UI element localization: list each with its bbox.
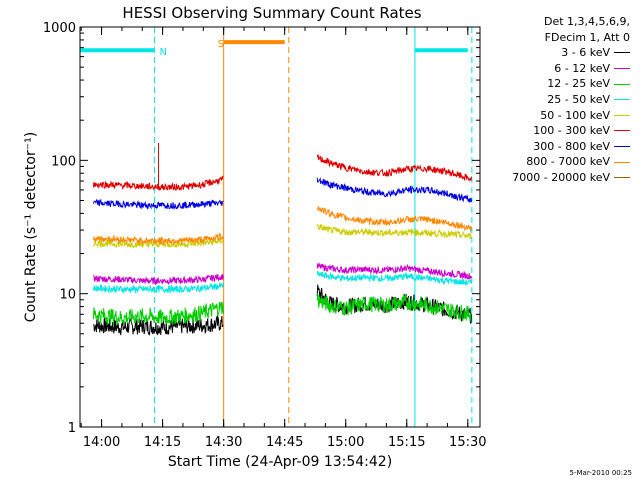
legend-item-label: 6 - 12 keV (554, 61, 610, 75)
y-tick-label-1: 10 (59, 288, 76, 303)
chart-title: HESSI Observing Summary Count Rates (122, 4, 421, 22)
legend-swatch (614, 130, 630, 132)
legend-swatch (614, 146, 630, 148)
series-line-3-0 (92, 282, 224, 295)
legend-item: 7000 - 20000 keV (512, 170, 630, 186)
legend-item-label: 7000 - 20000 keV (512, 170, 610, 184)
legend-item: 50 - 100 keV (512, 108, 630, 124)
footer-timestamp: 5-Mar-2010 00:25 (569, 469, 632, 477)
y-tick-label-0: 1 (68, 421, 76, 436)
x-tick-label-5: 15:15 (388, 435, 425, 450)
legend-swatch (614, 161, 630, 163)
legend-swatch (614, 99, 630, 101)
series-line-7-1 (316, 206, 472, 233)
plot-area: NS (79, 27, 473, 427)
legend-item-label: 12 - 25 keV (547, 77, 610, 91)
legend-item: 100 - 300 keV (512, 123, 630, 139)
series-line-4-1 (316, 223, 472, 240)
legend-header-1: Det 1,3,4,5,6,9, (543, 15, 630, 28)
series-line-1-1 (316, 262, 472, 280)
series-line-7-0 (92, 232, 224, 246)
legend-swatch (614, 68, 630, 70)
x-axis-label: Start Time (24-Apr-09 13:54:42) (168, 454, 392, 470)
legend-swatch (614, 177, 630, 179)
legend-items: 3 - 6 keV 6 - 12 keV 12 - 25 keV 25 - 50 ke… (512, 45, 630, 185)
legend-swatch (614, 114, 630, 116)
legend-item-label: 50 - 100 keV (540, 108, 610, 122)
series-line-5-1 (316, 154, 472, 183)
legend-item-label: 25 - 50 keV (547, 92, 610, 106)
legend-item: 12 - 25 keV (512, 76, 630, 92)
legend-header-2: FDecim 1, Att 0 (544, 30, 630, 44)
x-tick-label-2: 14:30 (205, 435, 242, 450)
series-line-6-1 (316, 177, 472, 203)
legend-item-label: 300 - 800 keV (533, 139, 610, 153)
legend-item: 25 - 50 keV (512, 92, 630, 108)
y-tick-label-2: 100 (51, 154, 76, 169)
legend-item: 800 - 7000 keV (512, 154, 630, 170)
legend-item: 3 - 6 keV (512, 45, 630, 61)
series-line-0-0 (92, 314, 224, 336)
y-axis-label: Count Rate (s⁻¹ detector⁻¹) (23, 132, 39, 322)
legend-item-label: 3 - 6 keV (561, 46, 610, 60)
x-tick-label-0: 14:00 (83, 435, 120, 450)
series-line-2-1 (316, 292, 472, 323)
legend-swatch (614, 83, 630, 85)
legend-swatch (614, 52, 630, 54)
series-line-3-1 (316, 270, 472, 286)
axes: 1 10 100 1000 14:00 14:15 14:30 14:45 15:00 15:15… (43, 21, 487, 450)
series-line-6-0 (92, 198, 224, 211)
x-tick-label-4: 15:00 (327, 435, 364, 450)
flag-label-2: S (218, 39, 224, 50)
x-tick-label-1: 14:15 (144, 435, 181, 450)
legend-item-label: 100 - 300 keV (533, 124, 610, 138)
series-line-1-0 (93, 273, 224, 286)
plot-frame (79, 26, 481, 428)
legend-item-label: 800 - 7000 keV (526, 155, 610, 169)
legend-item: 6 - 12 keV (512, 61, 630, 77)
x-tick-label-6: 15:30 (449, 435, 486, 450)
legend-item: 300 - 800 keV (512, 139, 630, 155)
y-tick-label-3: 1000 (43, 21, 76, 36)
x-tick-label-3: 14:45 (266, 435, 303, 450)
flag-label-1: N (159, 47, 166, 58)
legend: Det 1,3,4,5,6,9, FDecim 1, Att 0 3 - 6 k… (512, 14, 630, 186)
series-line-2-0 (92, 301, 224, 326)
